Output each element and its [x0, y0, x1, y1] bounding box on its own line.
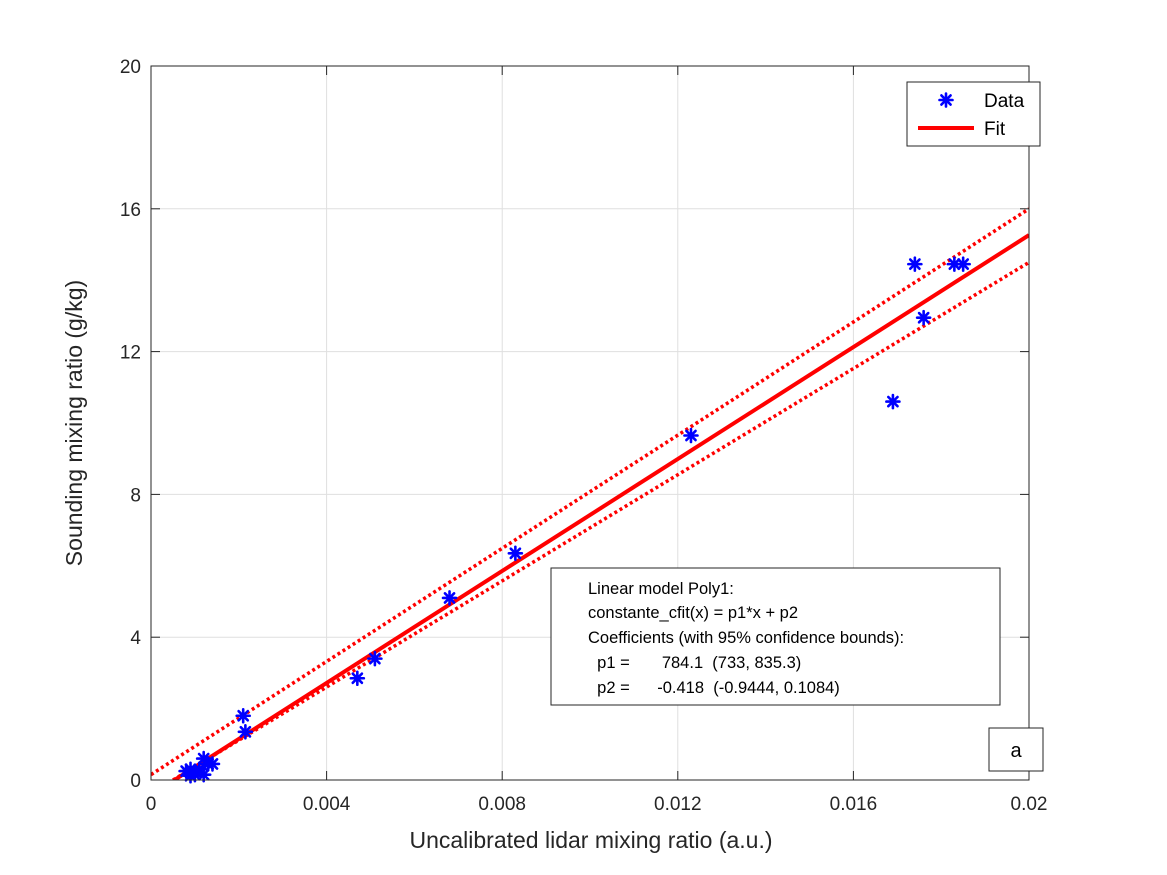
x-tick-label: 0.008 — [478, 794, 526, 815]
legend-data-marker — [938, 92, 954, 108]
panel-box — [988, 727, 1044, 772]
legend-fit-label: Fit — [984, 119, 1006, 140]
y-tick-label: 0 — [130, 771, 141, 792]
annotation-line: p1 = 784.1 (733, 835.3) — [588, 654, 801, 672]
panel-label-box: a — [988, 727, 1044, 772]
axes — [150, 65, 1030, 781]
asterisk-stroke — [239, 725, 252, 738]
confidence-bound-lower — [172, 260, 1029, 780]
data-point — [195, 766, 212, 783]
data-point — [441, 590, 458, 606]
y-tick-label: 16 — [120, 200, 141, 221]
legend: Data Fit — [906, 81, 1041, 147]
axes-frame — [150, 65, 1030, 781]
data-point — [907, 256, 923, 272]
asterisk-stroke — [887, 395, 899, 408]
legend-box — [906, 81, 1041, 147]
fit-line-path — [173, 233, 1029, 780]
x-tick-label: 0.016 — [830, 794, 878, 815]
data-point — [885, 393, 901, 410]
annotation-box — [550, 567, 1001, 706]
panel-label: a — [1010, 740, 1022, 762]
asterisk-stroke — [443, 592, 456, 604]
asterisk-stroke — [908, 258, 921, 271]
data-point — [915, 309, 932, 326]
asterisk-stroke — [206, 758, 219, 770]
asterisk-stroke — [197, 768, 210, 781]
x-tick-label: 0.004 — [303, 794, 351, 815]
asterisk-stroke — [509, 547, 522, 560]
asterisk-stroke — [917, 311, 930, 324]
y-tick-label: 20 — [120, 57, 141, 78]
x-tick-label: 0 — [146, 794, 157, 815]
annotation-line: constante_cfit(x) = p1*x + p2 — [588, 604, 798, 622]
data-point — [683, 427, 699, 444]
fit-annotation: Linear model Poly1: constante_cfit(x) = … — [550, 567, 1001, 706]
y-tick-label: 8 — [130, 485, 141, 506]
x-tick-label: 0.02 — [1011, 794, 1048, 815]
annotation-line: p2 = -0.418 (-0.9444, 0.1084) — [588, 679, 840, 697]
x-tick-label: 0.012 — [654, 794, 702, 815]
data-point — [507, 545, 524, 562]
legend-asterisk — [938, 92, 954, 108]
asterisk-stroke — [948, 258, 961, 271]
data-point — [237, 724, 254, 740]
asterisk-stroke — [237, 709, 250, 722]
confidence-bounds — [151, 207, 1029, 780]
data-point — [235, 707, 251, 724]
asterisk-stroke — [957, 258, 970, 271]
annotation-line: Coefficients (with 95% confidence bounds… — [588, 629, 904, 647]
asterisk-stroke — [368, 652, 381, 665]
y-axis-label: Sounding mixing ratio (g/kg) — [61, 280, 87, 566]
data-points — [178, 256, 971, 784]
y-tick-label: 12 — [120, 343, 141, 364]
data-point — [367, 650, 383, 667]
confidence-bound-upper — [151, 207, 1029, 777]
asterisk-stroke — [940, 94, 952, 106]
y-tick-label: 4 — [130, 628, 141, 649]
annotation-line: Linear model Poly1: — [588, 580, 734, 598]
data-point — [955, 256, 971, 272]
legend-data-label: Data — [984, 91, 1025, 112]
fit-line — [173, 233, 1029, 780]
asterisk-stroke — [685, 429, 697, 442]
tick-labels: 0 0.004 0.008 0.012 0.016 0.02 0 4 8 12 16 20 — [120, 57, 1048, 815]
data-point — [204, 756, 221, 772]
asterisk-stroke — [351, 672, 364, 685]
data-point — [349, 670, 366, 687]
x-axis-label: Uncalibrated lidar mixing ratio (a.u.) — [409, 827, 772, 853]
